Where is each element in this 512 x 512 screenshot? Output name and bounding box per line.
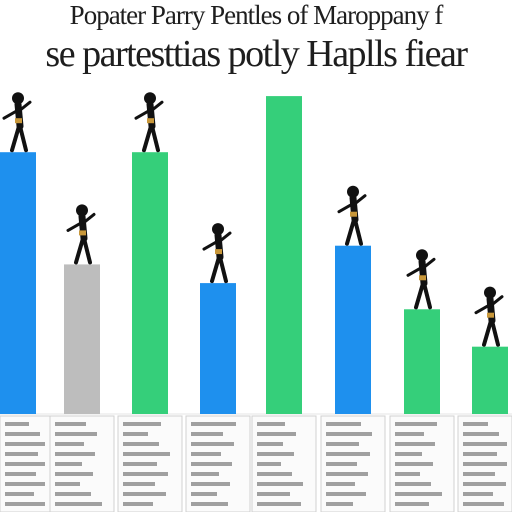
dancer-figure-3 — [134, 92, 164, 153]
bar-8 — [472, 346, 508, 414]
caption-card-4 — [185, 415, 251, 512]
bar-2 — [64, 264, 100, 414]
dancer-figure-6 — [337, 185, 367, 246]
caption-card-1 — [0, 415, 51, 512]
caption-card-5 — [251, 415, 317, 512]
caption-card-3 — [117, 415, 183, 512]
bar-1 — [0, 152, 36, 414]
bar-5 — [266, 96, 302, 414]
caption-card-6 — [320, 415, 386, 512]
caption-card-7 — [389, 415, 455, 512]
caption-card-2 — [49, 415, 115, 512]
dancer-figure-8 — [474, 286, 504, 347]
chart-title-line-1: Popater Parry Pentles of Maroppany f — [69, 0, 444, 30]
dancer-figure-4 — [202, 223, 232, 284]
bar-4 — [200, 283, 236, 414]
dancer-figure-2 — [66, 204, 96, 265]
caption-card-8 — [457, 415, 512, 512]
bar-6 — [335, 245, 371, 414]
dancer-figure-1 — [2, 92, 32, 153]
chart-title-line-2: se partesttias potly Haplls fiear — [45, 33, 468, 75]
bar-3 — [132, 152, 168, 414]
dancer-figure-7 — [406, 249, 436, 310]
bar-7 — [404, 309, 440, 414]
